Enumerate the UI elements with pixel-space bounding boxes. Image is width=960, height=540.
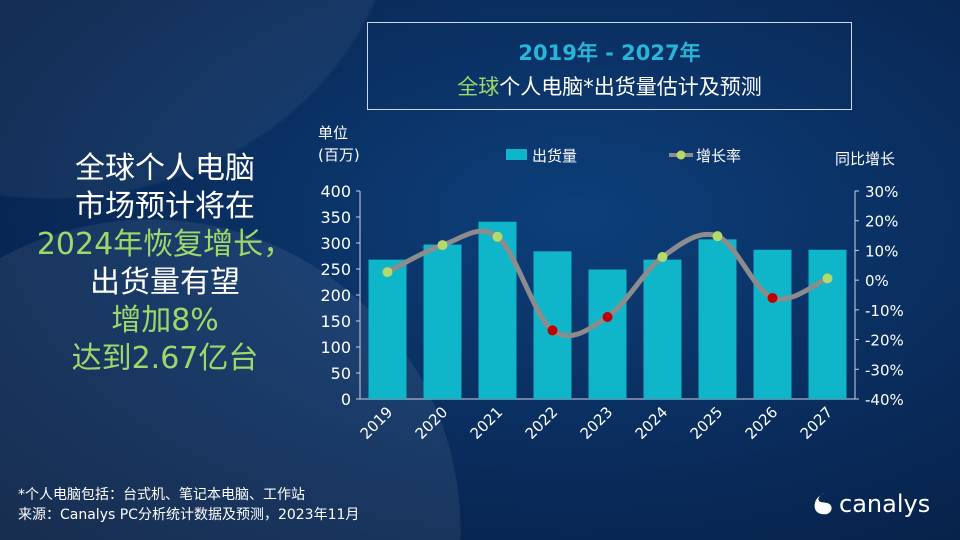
left-tick-label: 200	[320, 286, 351, 305]
x-tick-label: 2023	[577, 403, 617, 443]
bar	[588, 269, 627, 399]
headline-line: 出货量有望	[90, 265, 240, 300]
x-tick-label: 2024	[632, 403, 672, 443]
x-tick-label: 2020	[412, 403, 452, 443]
x-tick-label: 2021	[467, 403, 507, 443]
title-box: 2019年 - 2027年 全球个人电脑*出货量估计及预测	[367, 22, 852, 110]
left-tick-label: 150	[320, 312, 351, 331]
right-tick-label: 30%	[865, 183, 898, 201]
headline-line: 全球个人电脑	[75, 151, 255, 186]
bar	[808, 249, 847, 399]
right-tick-label: -20%	[865, 332, 904, 350]
x-tick-label: 2025	[687, 403, 727, 443]
left-tick-label: 350	[320, 208, 351, 227]
bar	[478, 221, 517, 399]
headline-line: 2024年恢复增长，	[36, 227, 294, 262]
bar	[643, 259, 682, 399]
right-tick-label: -10%	[865, 302, 904, 320]
growth-rate-point	[437, 240, 448, 251]
x-tick-label: 2027	[797, 403, 837, 443]
legend-bar-label: 出货量	[532, 147, 577, 165]
growth-rate-point	[547, 325, 558, 336]
logo-text: canalys	[839, 490, 931, 518]
left-tick-label: 400	[320, 182, 351, 201]
left-tick-label: 250	[320, 260, 351, 279]
x-tick-label: 2026	[742, 403, 782, 443]
right-tick-label: 10%	[865, 242, 898, 260]
growth-rate-point	[822, 273, 833, 284]
bar	[368, 259, 407, 399]
bar	[533, 251, 572, 399]
left-tick-label: 300	[320, 234, 351, 253]
growth-rate-point	[492, 231, 503, 242]
right-axis-label: 同比增长	[835, 150, 895, 168]
left-tick-label: 0	[341, 390, 351, 409]
title-rest: 个人电脑*出货量估计及预测	[499, 75, 762, 99]
chart-title-years: 2019年 - 2027年	[518, 41, 701, 65]
right-tick-label: -40%	[865, 391, 904, 409]
growth-rate-point	[382, 267, 393, 278]
right-tick-label: 20%	[865, 213, 898, 231]
x-tick-label: 2019	[357, 403, 397, 443]
left-tick-label: 100	[320, 338, 351, 357]
growth-rate-point	[657, 251, 668, 262]
growth-rate-point	[767, 292, 778, 303]
plot-area: 0 50 100 150 200 250 300 350 400 -40% -30% -20% -10%…	[320, 182, 903, 443]
growth-rate-point	[602, 311, 613, 322]
source: 来源：Canalys PC分析统计数据及预测，2023年11月	[18, 507, 360, 523]
canalys-logo-icon	[814, 493, 832, 515]
headline-line: 增加8%	[111, 303, 219, 338]
right-tick-label: 0%	[865, 272, 889, 290]
left-tick-label: 50	[331, 364, 351, 383]
bar	[698, 239, 737, 399]
chart: 单位 (百万) 出货量 增长率 同比增长 0 50 100 150 200 250 300 3…	[318, 124, 903, 443]
headline: 全球个人电脑 市场预计将在 2024年恢复增长， 出货量有望 增加8% 达到2.67亿台	[30, 150, 300, 378]
title-highlight: 全球	[457, 75, 500, 99]
bar	[753, 249, 792, 399]
headline-line: 达到2.67亿台	[71, 341, 259, 376]
chart-title: 全球个人电脑*出货量估计及预测	[368, 71, 851, 101]
legend-line-marker	[676, 150, 686, 160]
right-tick-label: -30%	[865, 361, 904, 379]
bar	[423, 244, 462, 399]
canalys-logo: canalys	[812, 490, 942, 518]
footnote: *个人电脑包括：台式机、笔记本电脑、工作站	[18, 487, 305, 503]
legend-bar-swatch	[506, 149, 527, 160]
x-tick-label: 2022	[522, 403, 562, 443]
left-axis-label-1: 单位	[318, 124, 348, 142]
left-axis-label-2: (百万)	[318, 146, 360, 164]
growth-rate-point	[712, 231, 723, 242]
headline-line: 市场预计将在	[75, 189, 255, 224]
legend-line-label: 增长率	[696, 147, 741, 165]
